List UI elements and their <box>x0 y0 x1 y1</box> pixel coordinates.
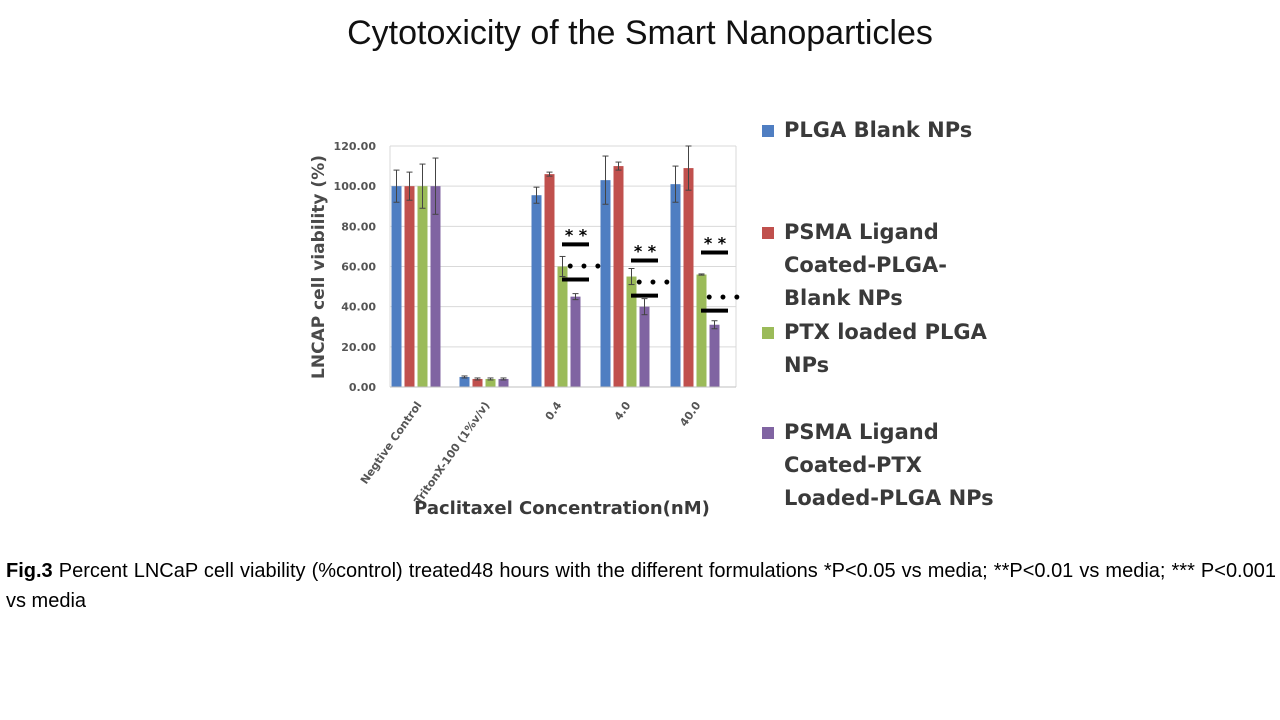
legend-label: PSMA Ligand Coated-PLGA- Blank NPs <box>784 220 948 310</box>
bar <box>498 378 509 387</box>
legend-label: PTX loaded PLGA NPs <box>784 320 987 377</box>
y-tick-label: 100.00 <box>334 180 377 193</box>
significance-label: • • • <box>705 291 742 307</box>
caption-text: Percent LNCaP cell viability (%control) … <box>6 560 1276 612</box>
bar <box>544 174 555 387</box>
significance-label: • • • <box>635 276 672 292</box>
y-tick-label: 60.00 <box>341 261 376 274</box>
significance-label: * * <box>704 233 727 252</box>
bar <box>485 378 496 387</box>
bar <box>696 274 707 387</box>
bar <box>391 186 402 387</box>
y-tick-label: 40.00 <box>341 301 376 314</box>
significance-label: • • • <box>566 260 603 276</box>
x-tick-label: 0.4 <box>543 399 565 423</box>
significance-label: * * <box>634 241 657 260</box>
caption-label: Fig.3 <box>6 560 53 582</box>
legend-label: PLGA Blank NPs <box>784 118 973 142</box>
bar <box>709 324 720 387</box>
y-tick-label: 80.00 <box>341 220 376 233</box>
x-tick-label: 4.0 <box>612 399 634 423</box>
x-tick-label: 40.0 <box>677 399 703 429</box>
legend-swatch <box>762 227 774 239</box>
legend-swatch <box>762 327 774 339</box>
figure-caption: Fig.3 Percent LNCaP cell viability (%con… <box>6 556 1276 616</box>
legend-swatch <box>762 125 774 137</box>
bar <box>570 296 581 387</box>
bar <box>459 376 470 387</box>
bar <box>626 276 637 387</box>
bar-series <box>391 166 720 387</box>
legend-item: PTX loaded PLGA NPs <box>762 316 1002 382</box>
x-axis-label: Paclitaxel Concentration(nM) <box>414 498 710 519</box>
bar-chart: * * • • • * * • • • * * • • • 0.00 20.00 40.00 6… <box>309 140 742 519</box>
x-tick-label: Negtive Control <box>358 399 425 486</box>
significance-label: * * <box>565 225 588 244</box>
y-tick-label: 20.00 <box>341 341 376 354</box>
bar <box>417 186 428 387</box>
error-bars <box>393 145 718 381</box>
slide-title: Cytotoxicity of the Smart Nanoparticles <box>347 14 933 52</box>
legend-item: PLGA Blank NPs <box>762 114 1002 147</box>
legend-label: PSMA Ligand Coated-PTX Loaded-PLGA NPs <box>784 420 994 510</box>
bar <box>557 266 568 387</box>
bar <box>531 195 542 387</box>
bar <box>404 186 415 387</box>
bar <box>639 306 650 387</box>
legend-item: PSMA Ligand Coated-PTX Loaded-PLGA NPs <box>762 416 1002 515</box>
x-tick-label: TritonX-100 (1%v/v) <box>412 399 493 507</box>
y-tick-label: 120.00 <box>334 140 377 153</box>
bar <box>670 184 681 387</box>
bar <box>683 168 694 387</box>
bar <box>430 186 441 387</box>
significance-annotations: * * • • • * * • • • * * • • • <box>562 225 742 313</box>
y-tick-label: 0.00 <box>349 381 376 394</box>
y-axis-label: LNCAP cell viability (%) <box>309 155 329 379</box>
legend-swatch <box>762 427 774 439</box>
legend-item: PSMA Ligand Coated-PLGA- Blank NPs <box>762 216 1002 315</box>
bar <box>600 180 611 387</box>
bar <box>472 378 483 387</box>
bar <box>613 166 624 387</box>
